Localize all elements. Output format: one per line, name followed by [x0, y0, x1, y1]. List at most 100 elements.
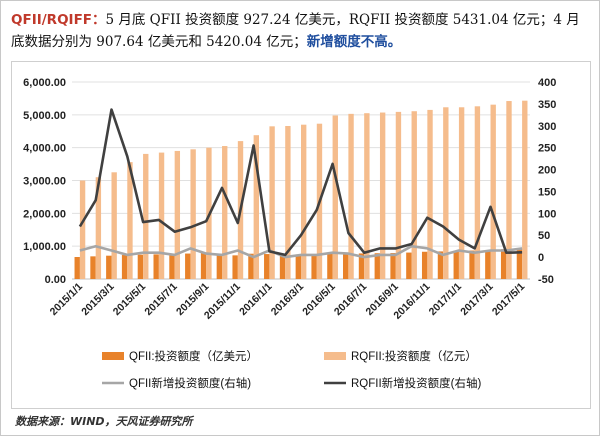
bar-qfii [390, 253, 396, 279]
bar-qfii [185, 253, 191, 279]
bar-qfii [500, 249, 507, 279]
bar-qfii [169, 254, 175, 279]
x-axis-ticks: 2015/1/12015/3/12015/5/12015/7/12015/9/1… [48, 281, 528, 322]
bar-qfii [137, 254, 144, 279]
x-tick-label: 2016/7/1 [332, 281, 369, 318]
y-right-tick-label: 350 [538, 99, 556, 111]
bar-qfii [469, 250, 475, 279]
y-right-tick-label: -50 [538, 274, 554, 286]
chart: 0.00 1,000.00 2,000.00 3,000.00 4,000.00 5,00… [23, 77, 556, 390]
y-left-tick-label: 5,000.00 [23, 110, 66, 122]
figure-header: QFII/RQIFF：5 月底 QFII 投资额度 927.24 亿美元，RQF… [11, 9, 591, 53]
bar-rqfii [458, 107, 465, 279]
bar-rqfii [411, 111, 417, 279]
x-tick-label: 2015/7/1 [142, 281, 179, 318]
bar-rqfii [285, 125, 291, 279]
y-right-tick-label: 250 [538, 143, 556, 155]
bar-qfii [153, 254, 159, 279]
bar-qfii [90, 256, 96, 279]
bar-rqfii [143, 153, 149, 279]
bar-qfii [279, 254, 286, 279]
header-tag: QFII/RQIFF： [11, 12, 106, 28]
y-left-tick-label: 2,000.00 [23, 208, 66, 220]
y-right-tick-label: 50 [538, 230, 550, 242]
bar-qfii [374, 253, 380, 279]
x-tick-label: 2017/3/1 [458, 281, 495, 318]
bar-qfii [264, 254, 270, 279]
bar-rqfii [332, 115, 338, 279]
y-left-tick-label: 1,000.00 [23, 241, 66, 253]
bar-rqfii [379, 112, 386, 279]
source-note: 数据来源：WIND，天风证券研究所 [15, 415, 193, 428]
bar-rqfii [127, 162, 133, 279]
bar-rqfii [174, 150, 181, 279]
line-rqfii-new-quota [78, 108, 523, 257]
bar-rqfii [269, 126, 275, 279]
x-tick-label: 2016/3/1 [269, 281, 306, 318]
bar-qfii [232, 255, 238, 279]
bar-rqfii [474, 106, 481, 279]
y-axis-right-ticks: -50 0 50 100 150 200 250 300 350 400 [538, 77, 556, 286]
legend-swatch [102, 352, 124, 360]
bar-qfii [516, 248, 523, 279]
legend-label: RQFII:投资额度（亿元） [351, 349, 477, 363]
bar-rqfii [111, 172, 117, 279]
bar-qfii [216, 254, 223, 279]
bar-qfii [295, 254, 301, 279]
bar-rqfii [95, 177, 102, 279]
bar-qfii [121, 255, 128, 279]
bar-qfii [437, 251, 444, 279]
chart-panel: 0.00 1,000.00 2,000.00 3,000.00 4,000.00 5,00… [11, 61, 591, 409]
bar-rqfii [506, 101, 512, 279]
bar-rqfii [79, 180, 86, 279]
x-tick-label: 2016/1/1 [237, 281, 274, 318]
bar-rqfii [158, 152, 165, 279]
y-right-tick-label: 100 [538, 208, 556, 220]
y-left-tick-label: 4,000.00 [23, 143, 66, 155]
x-tick-label: 2015/5/1 [111, 281, 148, 318]
bar-qfii [311, 254, 317, 279]
bar-rqfii [395, 111, 402, 280]
x-tick-label: 2017/1/1 [427, 281, 464, 318]
bar-qfii [343, 253, 349, 279]
bar-rqfii [490, 104, 496, 279]
bar-qfii [485, 250, 491, 279]
header-highlight: 新增额度不高。 [306, 34, 402, 50]
y-axis-left-ticks: 0.00 1,000.00 2,000.00 3,000.00 4,000.00 5,00… [23, 77, 66, 286]
y-right-tick-label: 0 [538, 252, 544, 264]
bar-rqfii [364, 113, 370, 279]
legend-label: RQFII新增投资额度(右轴) [351, 376, 481, 390]
legend-label: QFII新增投资额度(右轴) [129, 376, 251, 390]
x-tick-label: 2016/5/1 [300, 281, 337, 318]
bar-rqfii [427, 109, 433, 280]
bar-rqfii [222, 146, 228, 279]
y-left-tick-label: 3,000.00 [23, 176, 66, 188]
bar-rqfii [190, 149, 196, 279]
bar-rqfii [301, 124, 307, 279]
x-tick-label: 2015/1/1 [48, 281, 85, 318]
bar-rqfii [253, 135, 259, 279]
legend: QFII:投资额度（亿美元） RQFII:投资额度（亿元） QFII新增投资额度(右… [102, 349, 481, 390]
header-text: 5 月底 QFII 投资额度 927.24 亿美元，RQFII 投资额度 543… [11, 12, 580, 50]
bar-qfii [358, 253, 365, 279]
x-tick-label: 2017/5/1 [490, 281, 527, 318]
series-lines [78, 108, 523, 259]
bar-qfii [200, 253, 207, 279]
y-right-tick-label: 300 [538, 121, 556, 133]
y-right-tick-label: 150 [538, 186, 556, 198]
bar-rqfii [348, 113, 354, 279]
y-right-tick-label: 200 [538, 165, 556, 177]
legend-swatch [324, 352, 346, 360]
bar-qfii [74, 257, 80, 279]
bar-qfii [421, 251, 428, 279]
y-left-tick-label: 6,000.00 [23, 77, 66, 89]
line-qfii-new-quota [79, 244, 523, 259]
bar-qfii [453, 250, 459, 279]
bar-rqfii [443, 107, 449, 279]
legend-label: QFII:投资额度（亿美元） [129, 349, 258, 363]
y-right-tick-label: 400 [538, 77, 556, 89]
bar-qfii [327, 253, 333, 279]
y-left-tick-label: 0.00 [45, 274, 66, 286]
bar-qfii [406, 252, 412, 279]
